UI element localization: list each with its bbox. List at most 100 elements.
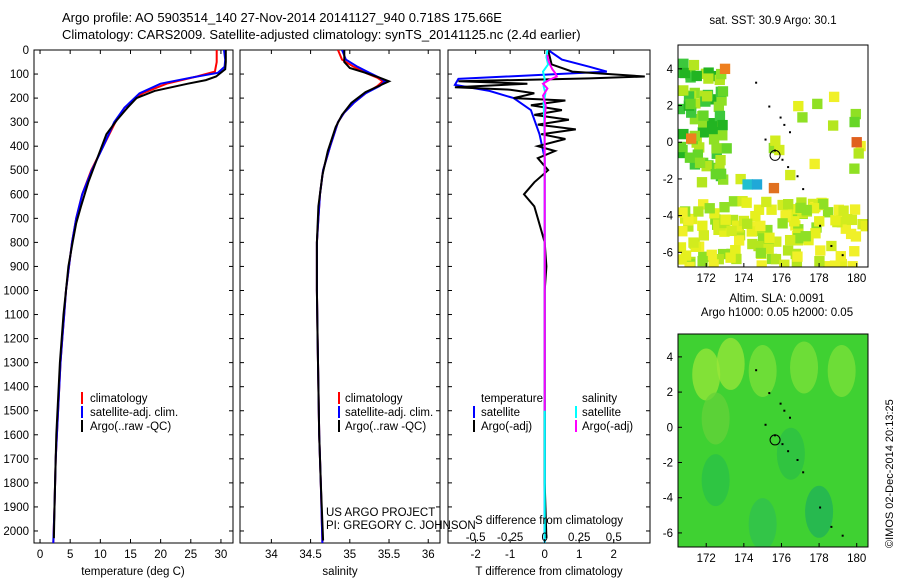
sst-cell (795, 202, 806, 214)
depth-tick-label: 1500 (3, 406, 29, 418)
sst-cell (838, 205, 849, 216)
x-tick-label: 20 (154, 549, 167, 561)
sst-cell (678, 103, 686, 115)
sst-map-field (678, 45, 868, 267)
sst-cell (706, 249, 717, 260)
sst-cell (733, 235, 745, 246)
sla-patch (827, 344, 856, 397)
island-dot (781, 443, 784, 446)
sst-cell (801, 204, 812, 216)
series-line-climatology (52, 50, 218, 543)
island-dot (779, 116, 782, 119)
x-tick-label: 10 (94, 549, 107, 561)
series-line-temperature-argo-adj- (454, 50, 645, 539)
sla-patch (805, 485, 834, 538)
sst-cell (683, 91, 695, 102)
sst-cell (698, 230, 710, 241)
sla-patch (776, 427, 805, 480)
sst-cell (715, 154, 726, 166)
map-x-tick-label: 176 (772, 273, 791, 285)
sla-patch (748, 344, 777, 397)
x-tick-label: 34 (265, 549, 278, 561)
x-tick-label: 2 (611, 549, 617, 561)
sst-cell (742, 179, 753, 190)
series-line-satellite-adj-clim- (315, 50, 387, 543)
legend-climatology-label: climatology (90, 393, 148, 405)
sst-cell (708, 259, 719, 267)
sst-cell (793, 100, 804, 112)
x-tick-label: 5 (67, 549, 73, 561)
map-y-tick-label: -4 (663, 493, 674, 505)
sst-cell (691, 70, 702, 82)
sst-cell (860, 220, 868, 232)
island-dot (779, 402, 782, 405)
sst-cell (683, 215, 694, 226)
depth-tick-label: 300 (10, 117, 29, 129)
legend-argo-label: Argo(..raw -QC) (90, 421, 171, 433)
series-line-satellite-adj-clim- (52, 50, 227, 543)
sst-cell (685, 133, 697, 144)
x-tick-label: 0 (541, 549, 547, 561)
sst-cell (678, 58, 689, 69)
sst-cell (853, 148, 864, 159)
sst-cell (768, 142, 780, 154)
difference-profile-lines (453, 50, 645, 543)
x-tick-label: 35 (343, 549, 356, 561)
island-dot (802, 471, 805, 474)
salinity-panel-frame (239, 49, 441, 544)
sst-cell (718, 174, 729, 185)
series-line-salinity-argo-adj- (541, 54, 559, 411)
sst-cell (706, 118, 718, 129)
sla-patch (692, 348, 721, 401)
sst-cell (698, 110, 709, 121)
sla-map-title-line2: Argo h1000: 0.05 h2000: 0.05 (701, 307, 853, 319)
legend-t-satellite-label: satellite (481, 407, 520, 419)
sst-cell (797, 112, 808, 123)
sst-cell (703, 73, 714, 84)
sst-cell (829, 260, 841, 267)
sla-map-title-line1: Altim. SLA: 0.0091 (729, 293, 824, 305)
sst-cell (713, 254, 724, 265)
s-diff-tick-label: -0.25 (497, 532, 523, 544)
sst-cell (784, 234, 796, 246)
sst-cell (780, 210, 791, 221)
series-line-argo-raw-qc- (52, 50, 227, 539)
depth-axis: 0 100 200 300 400 500 600 700 800 900 1000 1100 1200… (3, 45, 650, 538)
sst-cell (686, 107, 697, 118)
sst-cell (777, 218, 788, 229)
island-dot (819, 224, 822, 227)
sst-cell (823, 261, 834, 267)
map-y-tick-label: -2 (663, 458, 673, 470)
sst-cell (811, 222, 822, 233)
series-line-temperature-satellite (453, 50, 608, 543)
sst-cell (678, 242, 687, 253)
island-dot (783, 123, 786, 126)
series-line-argo-raw-qc- (315, 50, 392, 541)
island-dot (830, 525, 833, 528)
sst-cell (720, 214, 731, 225)
sst-cell (678, 85, 689, 96)
sst-cell (836, 258, 847, 267)
legend-s-argo-label: Argo(-adj) (582, 421, 633, 433)
sst-map-frame (677, 44, 869, 268)
difference-x-axis: -2 -1 0 1 2 -0.5 -0.25 0 0.25 0.5 (466, 50, 622, 561)
island-dot (841, 534, 844, 537)
sst-cell (817, 198, 829, 210)
map-y-tick-label: 2 (667, 101, 673, 113)
sla-map-axes: 172 174 176 178 180 -6 -4 -2 0 2 4 (663, 352, 867, 565)
x-tick-label: 30 (215, 549, 228, 561)
s-diff-tick-label: -0.5 (466, 532, 486, 544)
sst-cell (698, 199, 709, 210)
sst-cell (714, 74, 725, 86)
legend-argo-label: Argo(..raw -QC) (345, 421, 426, 433)
sst-cell (747, 238, 758, 250)
sst-cell (809, 158, 820, 170)
sst-map-title: sat. SST: 30.9 Argo: 30.1 (709, 15, 836, 27)
sst-cell (846, 214, 858, 226)
island-dot (787, 166, 790, 169)
island-dot (788, 131, 791, 134)
sst-cell (763, 243, 774, 254)
s-diff-tick-label: 0.5 (606, 532, 622, 544)
depth-tick-label: 0 (23, 45, 29, 57)
map-x-tick-label: 176 (772, 553, 791, 565)
